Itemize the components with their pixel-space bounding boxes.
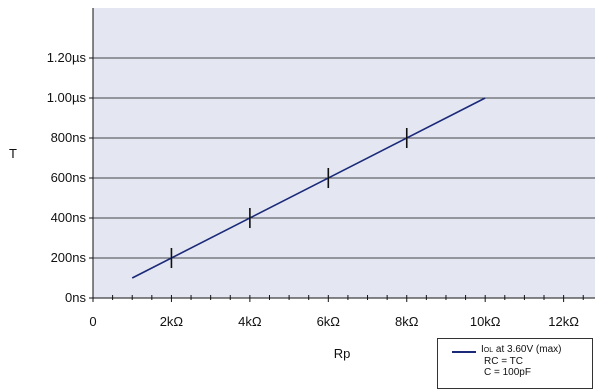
y-tick-label: 0ns bbox=[65, 290, 86, 305]
legend-note-c: C = 100pF bbox=[484, 367, 531, 378]
x-tick-label: 6kΩ bbox=[317, 314, 341, 329]
y-tick-label: 1.20µs bbox=[47, 50, 87, 65]
legend-line-swatch bbox=[452, 351, 476, 353]
series-layer bbox=[131, 97, 486, 279]
legend-symbol-i: I bbox=[481, 344, 484, 355]
x-axis-ticks: 0 2kΩ 4kΩ 6kΩ 8kΩ 10kΩ 12kΩ bbox=[89, 295, 584, 329]
y-tick-label: 600ns bbox=[51, 170, 87, 185]
legend-entry-label: IOL at 3.60V (max) bbox=[481, 344, 561, 355]
legend-note-rc: RC = TC bbox=[484, 356, 523, 367]
y-tick-label: 400ns bbox=[51, 210, 87, 225]
x-tick-label: 2kΩ bbox=[160, 314, 184, 329]
y-tick-label: 1.00µs bbox=[47, 90, 87, 105]
legend: IOL at 3.60V (max) RC = TC C = 100pF bbox=[437, 338, 593, 389]
grid-lines bbox=[93, 57, 595, 259]
legend-symbol-sub: OL bbox=[483, 347, 494, 354]
x-axis-title: Rp bbox=[334, 346, 351, 361]
x-tick-label: 0 bbox=[89, 314, 96, 329]
plot-area bbox=[93, 8, 595, 298]
axes bbox=[92, 8, 595, 299]
x-tick-label: 12kΩ bbox=[548, 314, 579, 329]
x-tick-label: 4kΩ bbox=[238, 314, 262, 329]
y-axis-ticks: 0ns 200ns 400ns 600ns 800ns 1.00µs 1.20µs bbox=[47, 50, 93, 305]
y-tick-label: 800ns bbox=[51, 130, 87, 145]
y-axis-title: T bbox=[9, 146, 17, 161]
legend-condition: at 3.60V (max) bbox=[493, 344, 562, 355]
series-line bbox=[131, 97, 486, 279]
x-tick-label: 10kΩ bbox=[470, 314, 501, 329]
y-tick-label: 200ns bbox=[51, 250, 87, 265]
x-tick-label: 8kΩ bbox=[395, 314, 419, 329]
